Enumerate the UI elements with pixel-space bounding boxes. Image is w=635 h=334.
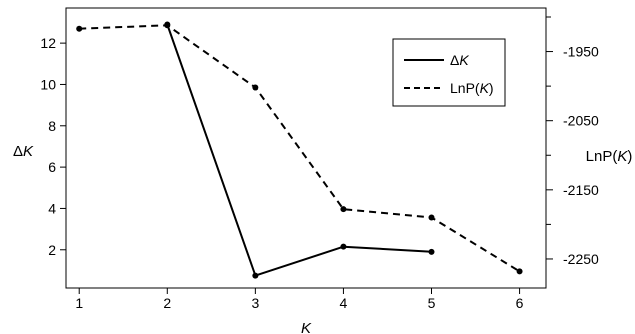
left-y-tick-label: 4: [48, 200, 56, 216]
x-tick-label: 2: [163, 295, 171, 311]
x-axis-title: K: [301, 320, 312, 334]
left-axis-title: ΔK: [13, 143, 34, 160]
lnp-k-point: [428, 214, 435, 221]
x-tick-label: 6: [516, 295, 524, 311]
series-line-delta-k: [166, 24, 432, 277]
left-y-tick-label: 6: [48, 159, 56, 175]
plot-frame: [65, 7, 547, 289]
left-y-axis: 2 4 6 8 10 12: [40, 35, 66, 258]
right-y-tick-label: -2250: [563, 251, 599, 267]
left-y-tick-label: 12: [40, 35, 56, 51]
legend-label-lnp-k: LnP(K): [450, 80, 494, 96]
right-y-axis: -1950 -2050 -2150 -2250: [546, 16, 599, 267]
x-tick-label: 4: [340, 295, 348, 311]
delta-k-point: [428, 248, 435, 255]
left-y-tick-label: 10: [40, 76, 56, 92]
right-y-tick-label: -2150: [563, 182, 599, 198]
right-y-tick-label: -1950: [563, 44, 599, 60]
lnp-k-point: [516, 268, 523, 275]
x-tick-label: 1: [75, 295, 83, 311]
lnp-k-point: [252, 84, 259, 91]
series-layer: [76, 21, 523, 279]
right-y-tick-label: -2050: [563, 113, 599, 129]
left-y-tick-label: 2: [48, 242, 56, 258]
lnp-k-point: [340, 206, 347, 213]
series-line-lnp-k: [79, 24, 521, 273]
right-axis-title: LnP(K): [586, 148, 633, 165]
x-axis: 1 2 3 4 5 6: [75, 288, 524, 311]
lnp-k-point: [76, 25, 83, 32]
delta-k-point: [340, 243, 347, 250]
x-tick-label: 5: [428, 295, 436, 311]
legend-label-delta-k: ΔK: [450, 52, 469, 68]
lnp-k-point: [164, 22, 171, 29]
delta-k-point: [252, 272, 259, 279]
legend-box: [392, 38, 506, 107]
left-y-tick-label: 8: [48, 118, 56, 134]
legend: ΔK LnP(K): [392, 38, 506, 107]
x-tick-label: 3: [251, 295, 259, 311]
